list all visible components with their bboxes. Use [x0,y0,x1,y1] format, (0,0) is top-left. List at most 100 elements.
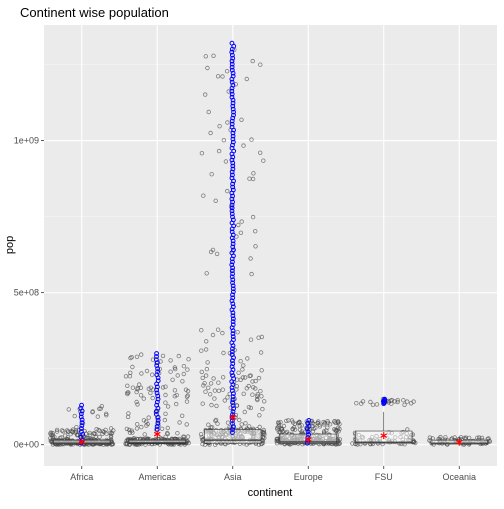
mean-marker [380,432,388,440]
data-point [162,417,168,423]
data-point [235,330,240,335]
data-point [280,429,285,434]
data-point [411,399,416,404]
blue-point [229,58,235,64]
blue-point [230,172,235,178]
data-point [226,89,231,94]
data-point [256,375,262,381]
data-point [104,413,109,418]
data-point [134,422,140,427]
data-point [253,378,258,384]
blue-point [229,385,235,391]
data-point [134,389,139,395]
data-point [200,401,205,406]
blue-point [230,139,236,145]
data-point [185,388,191,394]
data-point [135,402,140,407]
blue-point [155,396,161,402]
data-point [99,404,104,409]
data-point [258,389,263,394]
blue-point [230,373,235,379]
blue-point [79,423,85,429]
blue-point [230,331,236,337]
data-point [249,137,254,142]
blue-point [230,334,236,340]
blue-point [230,100,236,106]
x-tick-label: Africa [70,472,93,482]
blue-point [382,396,387,402]
blue-point [154,399,160,405]
blue-point [230,361,236,367]
blue-point [230,259,235,265]
data-point [50,430,55,436]
blue-point [155,421,161,426]
blue-point [79,429,84,434]
blue-point [230,103,236,109]
data-point [202,381,207,386]
blue-point [78,414,84,420]
blue-point [78,405,84,411]
data-point [204,366,210,372]
data-point [97,406,102,411]
data-point [95,414,100,419]
data-point [124,426,130,432]
blue-point [79,426,84,432]
data-point [239,422,244,427]
data-point [250,58,255,64]
data-point [203,373,209,378]
blue-point [230,316,236,322]
blue-point [153,411,159,417]
blue-point [230,322,236,328]
data-point [141,396,146,401]
data-point [134,426,140,431]
mean-marker-layer [78,413,463,446]
data-point [245,356,250,361]
data-point [208,130,213,136]
data-point [370,402,376,407]
data-point [205,360,210,365]
blue-point [230,295,236,301]
data-point [242,375,248,380]
blue-point [154,402,160,408]
data-point [313,425,318,431]
blue-point [231,406,236,412]
data-point [144,423,149,428]
data-point [123,374,129,379]
blue-point [305,429,311,435]
data-point [325,425,330,430]
data-point [275,425,280,430]
data-point [146,386,151,391]
blue-point [230,214,235,220]
data-point [401,398,406,403]
data-point [164,430,170,436]
data-point [252,228,258,234]
data-point [402,402,407,407]
data-point [479,435,485,441]
data-point [160,353,166,359]
blue-point [229,118,235,124]
blue-point [231,424,236,430]
blue-point [230,70,236,76]
data-point [336,429,341,434]
blue-point [230,163,236,169]
blue-point [229,49,235,55]
data-point [163,411,168,416]
chart-title: Continent wise population [20,5,169,20]
blue-point [229,52,235,58]
data-point [163,400,168,405]
blue-point [230,367,236,373]
axis-layer: 0e+00 5e+08 1e+09 Africa Americas Asia Europe F… [14,136,476,482]
data-point [250,214,256,220]
data-point [209,171,214,177]
data-point [284,418,289,424]
blue-point [231,247,236,253]
blue-point [229,94,235,100]
data-point [134,399,139,405]
blue-point [230,292,235,298]
data-point [213,417,219,423]
data-point [130,364,135,370]
blue-point [154,372,160,378]
blue-point [229,40,235,46]
data-point [262,432,267,437]
blue-point [230,289,236,295]
